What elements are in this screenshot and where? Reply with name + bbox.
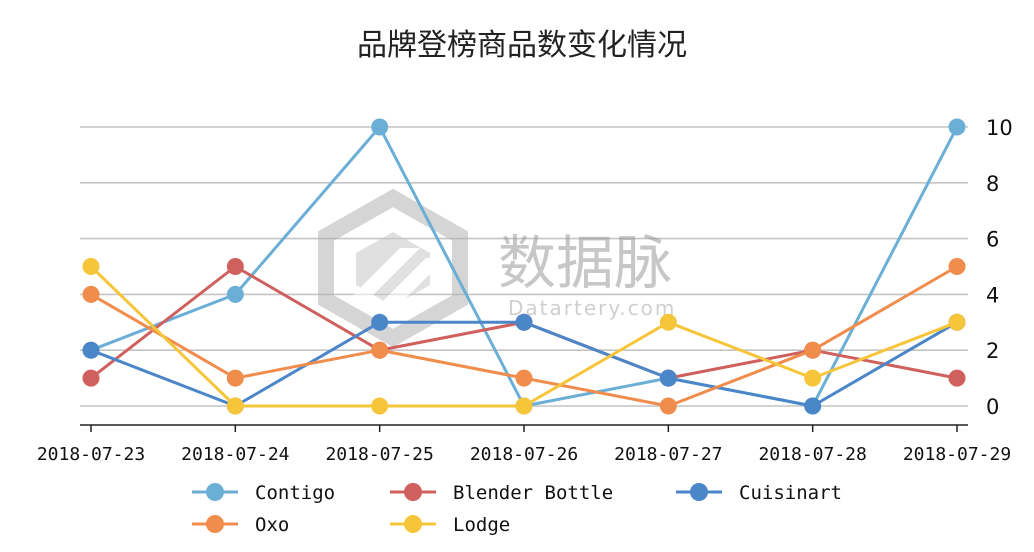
x-tick-label: 2018-07-24	[181, 444, 289, 465]
x-tick-label: 2018-07-28	[758, 444, 866, 465]
legend-label: Blender Bottle	[453, 482, 613, 504]
legend-item[interactable]: Oxo	[192, 514, 289, 536]
series-oxo	[82, 258, 966, 415]
watermark: 数据脉 Datartery.com	[318, 188, 676, 348]
y-tick-label: 2	[986, 339, 999, 363]
legend-item[interactable]: Blender Bottle	[390, 482, 613, 504]
x-tick-label: 2018-07-27	[614, 444, 722, 465]
legend: Contigo Blender Bottle Cuisinart Oxo Lodge	[192, 482, 842, 536]
data-point[interactable]	[226, 258, 244, 275]
watermark-logo-icon	[318, 188, 468, 348]
data-point[interactable]	[515, 313, 533, 331]
legend-label: Lodge	[453, 514, 510, 536]
watermark-cn-text: 数据脉	[498, 229, 672, 297]
legend-label: Contigo	[255, 482, 335, 504]
data-point[interactable]	[371, 397, 389, 415]
legend-marker-icon	[690, 483, 708, 501]
data-point[interactable]	[371, 313, 389, 331]
data-point[interactable]	[226, 285, 244, 303]
watermark-en-text: Datartery.com	[508, 296, 676, 320]
y-tick-label: 6	[986, 228, 999, 252]
y-tick-label: 10	[986, 116, 1013, 140]
series-layer	[82, 118, 966, 415]
legend-marker-icon	[206, 515, 224, 533]
series-lodge	[82, 258, 966, 415]
x-tick-label: 2018-07-25	[325, 444, 433, 465]
data-point[interactable]	[226, 397, 244, 415]
data-point[interactable]	[82, 369, 100, 387]
data-point[interactable]	[82, 258, 100, 275]
data-point[interactable]	[659, 397, 677, 415]
legend-marker-icon	[404, 483, 422, 501]
legend-item[interactable]: Cuisinart	[676, 482, 842, 504]
data-point[interactable]	[659, 369, 677, 387]
data-point[interactable]	[515, 369, 533, 387]
x-tick-label: 2018-07-26	[470, 444, 578, 465]
data-point[interactable]	[948, 313, 966, 331]
legend-label: Oxo	[255, 514, 289, 536]
data-point[interactable]	[948, 258, 966, 275]
legend-label: Cuisinart	[739, 482, 842, 504]
data-point[interactable]	[948, 369, 966, 387]
legend-item[interactable]: Lodge	[390, 514, 510, 536]
x-tick-label: 2018-07-29	[903, 444, 1011, 465]
data-point[interactable]	[515, 397, 533, 415]
y-tick-label: 8	[986, 172, 999, 196]
y-tick-label: 0	[986, 395, 999, 419]
data-point[interactable]	[804, 341, 822, 359]
data-point[interactable]	[226, 369, 244, 387]
legend-marker-icon	[206, 483, 224, 501]
data-point[interactable]	[659, 313, 677, 331]
chart-title: 品牌登榜商品数变化情况	[357, 28, 687, 63]
legend-marker-icon	[404, 515, 422, 533]
data-point[interactable]	[804, 369, 822, 387]
data-point[interactable]	[371, 118, 389, 136]
legend-item[interactable]: Contigo	[192, 482, 335, 504]
data-point[interactable]	[948, 118, 966, 136]
axis-layer: 0 2 4 6 8 10 2018-07-23 2018-07-24 2018-07-25 201…	[37, 116, 1013, 465]
data-point[interactable]	[82, 285, 100, 303]
x-tick-label: 2018-07-23	[37, 444, 145, 465]
data-point[interactable]	[82, 341, 100, 359]
data-point[interactable]	[804, 397, 822, 415]
data-point[interactable]	[371, 341, 389, 359]
y-tick-label: 4	[986, 283, 999, 307]
